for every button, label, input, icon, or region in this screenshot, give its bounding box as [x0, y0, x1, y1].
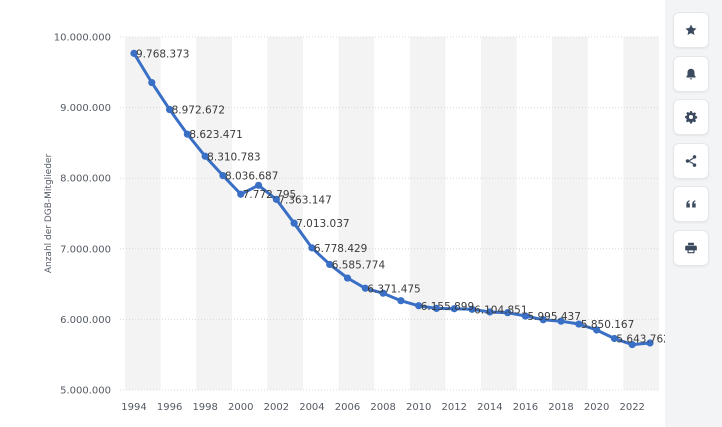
data-point[interactable]	[468, 305, 476, 313]
y-axis-label: Anzahl der DGB-Mitglieder	[44, 154, 54, 274]
data-label: 5.995.437	[527, 311, 580, 323]
data-point[interactable]	[397, 297, 405, 305]
data-point[interactable]	[415, 302, 423, 310]
data-point[interactable]	[130, 49, 138, 57]
column-band	[409, 37, 446, 390]
data-label: 8.036.687	[225, 171, 278, 183]
share-icon	[685, 154, 697, 167]
data-point[interactable]	[148, 78, 156, 87]
print-button[interactable]	[673, 229, 709, 266]
data-point[interactable]	[432, 304, 441, 312]
column-band	[552, 37, 588, 390]
data-label: 5.643.762	[616, 334, 665, 346]
printer-icon	[685, 242, 697, 253]
column-band	[125, 37, 161, 390]
data-point[interactable]	[219, 172, 227, 180]
data-point[interactable]	[254, 181, 263, 189]
data-label: 6.585.774	[332, 259, 386, 271]
data-label: 6.371.475	[367, 283, 420, 295]
data-point[interactable]	[628, 340, 636, 349]
data-label: 6.155.899	[421, 301, 474, 313]
data-point[interactable]	[557, 317, 565, 325]
x-tick-label: 2012	[442, 402, 467, 413]
column-band	[338, 37, 375, 390]
data-label: 7.772.795	[243, 189, 296, 201]
chart-card: 5.000.000 6.000.000 7.000.000 8.000.000 9.00…	[0, 0, 665, 427]
y-tick-label: 5.000.000	[60, 386, 111, 397]
gear-icon	[685, 111, 698, 124]
data-point[interactable]	[343, 274, 352, 282]
data-point[interactable]	[308, 244, 316, 252]
x-tick-label: 2020	[584, 402, 609, 413]
y-tick-label: 9.000.000	[60, 103, 111, 114]
x-tick-label: 2000	[228, 402, 253, 413]
data-label: 8.310.783	[207, 151, 260, 163]
x-tick-label: 1998	[192, 402, 217, 413]
data-point[interactable]	[165, 105, 174, 114]
data-label: 7.013.037	[296, 218, 349, 230]
quote-icon	[686, 200, 696, 208]
y-tick-label: 8.000.000	[60, 174, 111, 185]
y-tick-label: 7.000.000	[60, 244, 111, 255]
data-label: 6.104.851	[474, 304, 527, 316]
cite-button[interactable]	[673, 186, 709, 222]
data-point[interactable]	[379, 289, 387, 297]
data-point[interactable]	[486, 308, 494, 316]
data-label: 7.363.147	[278, 194, 331, 206]
data-label: 6.778.429	[314, 243, 367, 255]
share-button[interactable]	[673, 142, 709, 179]
data-point[interactable]	[539, 316, 547, 324]
x-tick-label: 2006	[335, 402, 360, 413]
y-tick-label: 6.000.000	[60, 315, 111, 326]
x-tick-label: 1994	[121, 402, 146, 413]
data-point[interactable]	[237, 190, 245, 198]
star-icon	[685, 24, 697, 36]
data-point[interactable]	[272, 195, 280, 203]
x-tick-label: 2004	[299, 402, 324, 413]
data-point[interactable]	[361, 284, 369, 292]
data-point[interactable]	[450, 305, 458, 313]
line-chart: 5.000.000 6.000.000 7.000.000 8.000.000 9.00…	[44, 33, 665, 414]
data-point[interactable]	[290, 219, 298, 227]
bell-icon	[686, 68, 696, 80]
x-tick-label: 2018	[548, 402, 573, 413]
data-label: 8.623.471	[189, 129, 242, 141]
x-tick-label: 1996	[157, 402, 182, 413]
x-tick-label: 2016	[513, 402, 538, 413]
notification-button[interactable]	[673, 55, 709, 92]
favorite-button[interactable]	[673, 12, 709, 48]
data-point[interactable]	[593, 326, 601, 334]
data-label: 5.850.167	[581, 319, 634, 331]
column-band	[196, 37, 232, 390]
data-label: 9.768.373	[136, 48, 189, 60]
x-tick-label: 2008	[370, 402, 395, 413]
data-point[interactable]	[610, 334, 619, 343]
x-tick-label: 2002	[264, 402, 289, 413]
data-point[interactable]	[326, 260, 334, 269]
data-point[interactable]	[575, 320, 583, 328]
data-point[interactable]	[201, 152, 209, 160]
data-point[interactable]	[183, 130, 191, 138]
data-label: 8.972.672	[172, 105, 225, 117]
x-tick-label: 2010	[406, 402, 431, 413]
x-tick-label: 2014	[477, 402, 502, 413]
data-point[interactable]	[504, 309, 512, 317]
column-band	[623, 37, 659, 390]
y-tick-label: 10.000.000	[54, 33, 111, 44]
x-tick-label: 2022	[619, 402, 644, 413]
chart-toolbar	[673, 12, 709, 273]
data-point[interactable]	[521, 312, 530, 320]
settings-button[interactable]	[673, 99, 709, 135]
data-point[interactable]	[646, 339, 654, 347]
column-band	[480, 37, 517, 390]
